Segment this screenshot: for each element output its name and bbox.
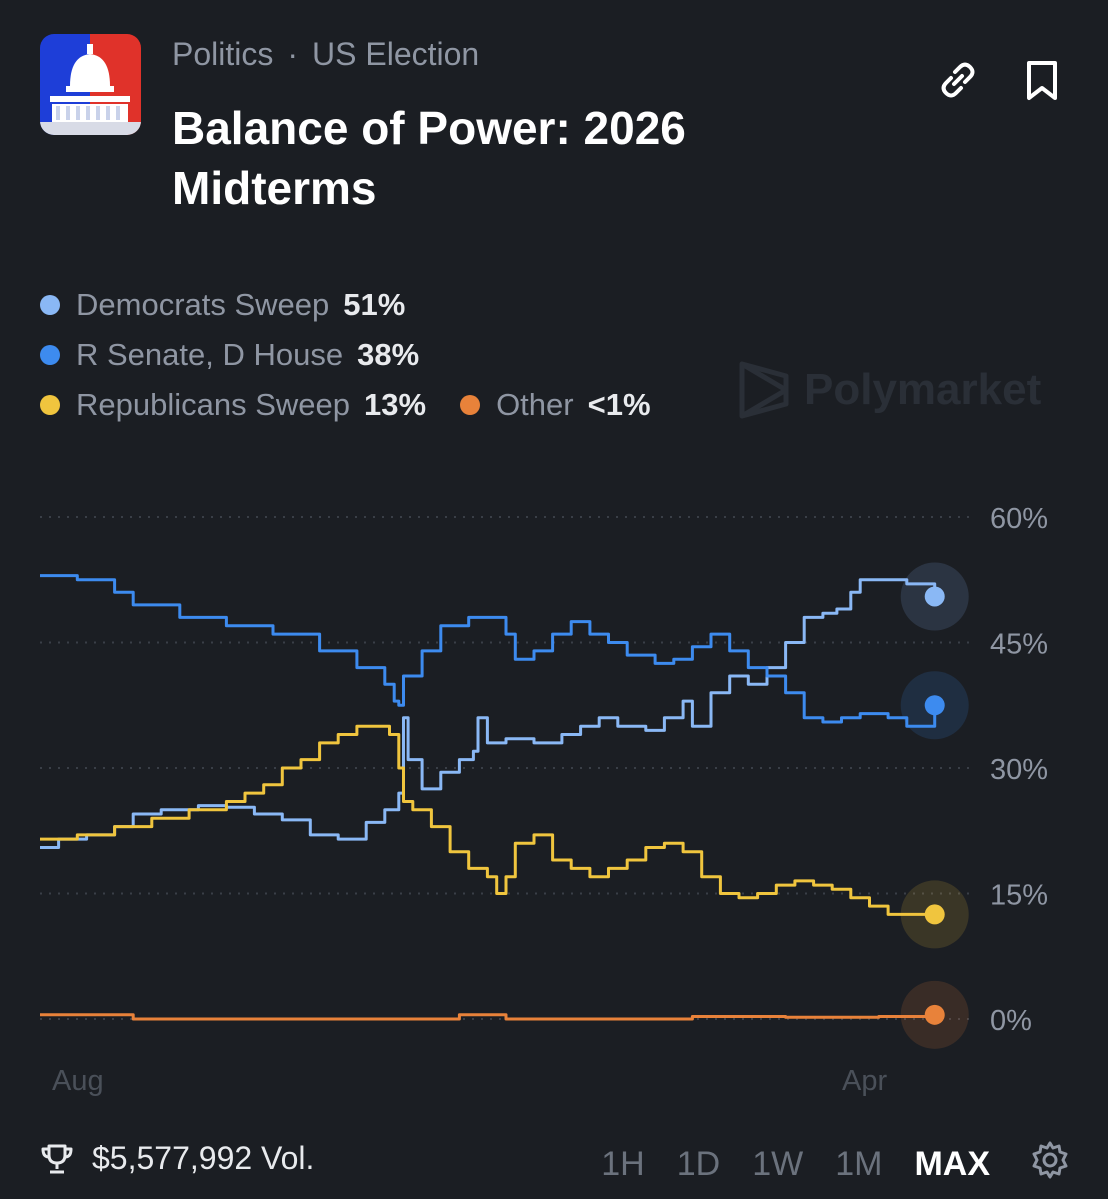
series-line [40,1013,937,1021]
x-tick-label: Aug [52,1065,104,1097]
legend-row: R Senate, D House 38% [40,330,740,380]
y-tick-label: 45% [990,629,1048,661]
y-axis-labels: 60% 45% 30% 15% 0% [990,503,1048,1037]
bookmark-icon[interactable] [1020,58,1064,102]
chart-footer: $5,577,992 Vol. 1H 1D 1W 1M MAX [40,1130,1070,1190]
legend-item-republicans-sweep[interactable]: Republicans Sweep 13% [40,387,426,423]
breadcrumb: Politics · US Election [172,36,479,73]
end-marker [924,904,945,925]
y-tick-label: 15% [990,880,1048,912]
breadcrumb-politics[interactable]: Politics [172,36,274,72]
x-tick-label: Apr [842,1065,887,1097]
time-range-selector: 1H 1D 1W 1M MAX [569,1140,1070,1189]
market-header: Politics · US Election Balance of Power: 2… [40,34,1080,224]
chart-legend: Democrats Sweep 51% R Senate, D House 38… [40,280,740,430]
legend-dot [40,345,60,365]
range-1d-button[interactable]: 1D [676,1145,721,1183]
series-line [40,574,937,728]
legend-dot [40,395,60,415]
market-thumbnail [40,34,141,135]
legend-value: 13% [364,387,427,422]
range-1m-button[interactable]: 1M [835,1145,883,1183]
x-axis-labels: Aug Apr [52,1065,887,1097]
polymarket-logo-icon [739,361,789,419]
end-marker [924,1004,945,1025]
page-title: Balance of Power: 2026 Midterms [172,102,686,214]
legend-value: 38% [357,337,420,372]
link-icon[interactable] [936,58,980,102]
range-1w-button[interactable]: 1W [752,1145,804,1183]
breadcrumb-separator: · [287,36,299,72]
legend-label: Other [496,387,574,422]
gear-icon[interactable] [1030,1140,1070,1189]
range-1h-button[interactable]: 1H [601,1145,645,1183]
watermark-text: Polymarket [804,365,1042,414]
y-tick-label: 30% [990,754,1048,786]
end-marker [924,695,945,716]
volume-text: $5,577,992 Vol. [92,1140,315,1176]
volume: $5,577,992 Vol. [40,1140,314,1177]
legend-value: 51% [343,287,406,322]
series-lines [40,574,937,1021]
y-tick-label: 0% [990,1005,1032,1037]
legend-item-other[interactable]: Other <1% [460,387,651,423]
legend-label: Republicans Sweep [76,387,351,422]
legend-dot [460,395,481,415]
series-end-markers [900,562,969,1049]
end-marker [924,586,945,607]
y-tick-label: 60% [990,503,1048,535]
breadcrumb-us-election[interactable]: US Election [312,36,480,72]
chart-grid [40,516,972,1020]
legend-label: R Senate, D House [76,337,344,372]
range-max-button[interactable]: MAX [914,1145,990,1183]
legend-dot [40,295,60,315]
legend-label: Democrats Sweep [76,287,330,322]
polymarket-watermark: Polymarket [738,360,1041,420]
legend-row: Democrats Sweep 51% [40,280,740,330]
legend-row: Republicans Sweep 13% Other <1% [40,380,740,430]
price-chart[interactable]: 60% 45% 30% 15% 0% Aug Apr [0,470,1108,1110]
series-line [40,578,937,849]
trophy-icon [41,1144,73,1173]
legend-value: <1% [587,387,651,422]
legend-item-r-senate-d-house[interactable]: R Senate, D House 38% [40,337,419,373]
series-line [40,724,935,916]
legend-item-democrats-sweep[interactable]: Democrats Sweep 51% [40,287,405,323]
